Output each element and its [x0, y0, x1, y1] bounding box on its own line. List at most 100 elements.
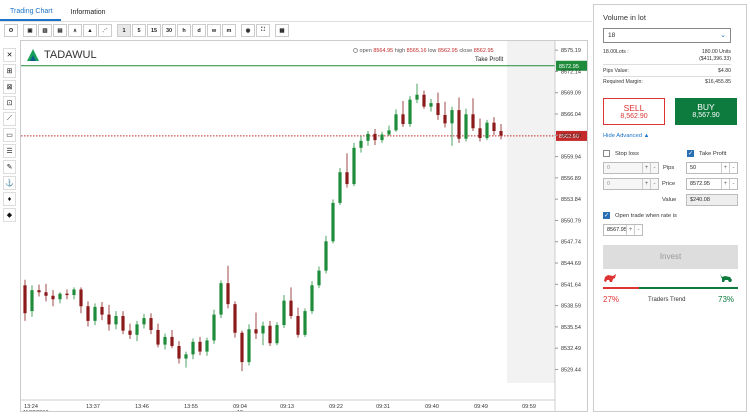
buy-percent: 73%: [718, 295, 735, 304]
price-chart[interactable]: 8572.95 8562.90 8575.19 8572.14 8569.09 856…: [21, 41, 587, 411]
hide-advanced-link[interactable]: Hide Advanced ▲: [603, 133, 649, 139]
mountain-chart-button[interactable]: ▲: [83, 24, 97, 37]
y-tick-label: 8559.94: [561, 155, 581, 161]
minus-button[interactable]: -: [729, 179, 737, 189]
interval-5-button[interactable]: 5: [132, 24, 146, 37]
candle-body: [65, 293, 69, 296]
candle-body: [492, 122, 496, 132]
chart-toolbar: ʘ ▣ ▥ ▤ ∧ ▲ ⋰ 1 5 15 30 h d w m ◉ ⛶ ▦: [4, 24, 289, 38]
minus-button[interactable]: -: [634, 225, 642, 235]
anchor-icon[interactable]: ⚓: [3, 176, 16, 190]
tab-information[interactable]: Information: [70, 9, 106, 16]
stop-loss-price-input[interactable]: 0 + -: [603, 178, 659, 190]
close-icon[interactable]: ✕: [3, 48, 16, 62]
eraser-icon[interactable]: ⊡: [3, 96, 16, 110]
measure-icon[interactable]: ⊠: [3, 80, 16, 94]
fullscreen-icon[interactable]: ⛶: [256, 24, 270, 37]
candle-body: [219, 283, 223, 315]
zoom-icon[interactable]: ⊞: [3, 64, 16, 78]
candle-body: [247, 329, 251, 363]
sell-button[interactable]: SELL 8,562.90: [603, 98, 665, 125]
trend-buy-fill: [639, 287, 738, 289]
x-tick-label: 13:55: [184, 404, 198, 410]
line-chart-button[interactable]: ∧: [68, 24, 82, 37]
plus-button[interactable]: +: [626, 225, 634, 235]
pips-row: Pips Value: $4.80: [603, 68, 731, 74]
take-profit-pips-input[interactable]: 50 + -: [686, 162, 738, 174]
minus-button[interactable]: -: [650, 179, 658, 189]
buy-button[interactable]: BUY 8,567.90: [675, 98, 737, 125]
stop-loss-checkbox[interactable]: [603, 150, 610, 157]
open-rate-value: 8567.95: [607, 227, 627, 233]
candle-body: [401, 114, 405, 125]
current-price-tag: [556, 130, 587, 141]
candlestick-button[interactable]: ▣: [23, 24, 37, 37]
candle-body: [310, 285, 314, 312]
marker-up-icon[interactable]: ♦: [3, 192, 16, 206]
dots-chart-button[interactable]: ⋰: [98, 24, 112, 37]
take-profit-price-input[interactable]: 8572.95 + -: [686, 178, 738, 190]
interval-1-button[interactable]: 1: [117, 24, 131, 37]
candle-body: [177, 346, 181, 359]
candle-body: [79, 289, 83, 307]
interval-w-button[interactable]: w: [207, 24, 221, 37]
fibonacci-icon[interactable]: ☰: [3, 144, 16, 158]
plus-button[interactable]: +: [642, 163, 650, 173]
camera-icon[interactable]: ◉: [241, 24, 255, 37]
x-tick-label: 09:49: [474, 404, 488, 410]
plus-button[interactable]: +: [721, 163, 729, 173]
candle-body: [324, 241, 328, 271]
open-rate-input[interactable]: 8567.95 + -: [603, 224, 643, 236]
tab-trading-chart[interactable]: Trading Chart: [0, 8, 61, 21]
plus-button[interactable]: +: [642, 179, 650, 189]
interval-d-button[interactable]: d: [192, 24, 206, 37]
hide-advanced-label: Hide Advanced: [603, 133, 642, 139]
interval-30-button[interactable]: 30: [162, 24, 176, 37]
crosshair-tool-button[interactable]: ʘ: [4, 24, 18, 37]
hollow-candle-button[interactable]: ▥: [38, 24, 52, 37]
chart-area[interactable]: 8572.95 8562.90 8575.19 8572.14 8569.09 856…: [20, 40, 588, 412]
margin-value: $16,455.85: [705, 79, 731, 85]
date-label: 12: [237, 410, 243, 411]
minus-button[interactable]: -: [729, 163, 737, 173]
ohlc-bar-button[interactable]: ▤: [53, 24, 67, 37]
candle-body: [107, 314, 111, 325]
y-tick-label: 8556.89: [561, 176, 581, 182]
candle-body: [212, 314, 216, 341]
candle-body: [464, 114, 468, 139]
take-profit-checkbox[interactable]: ✓: [687, 150, 694, 157]
marker-diamond-icon[interactable]: ◆: [3, 208, 16, 222]
calendar-icon[interactable]: ▦: [275, 24, 289, 37]
stop-loss-pips-input[interactable]: 0 + -: [603, 162, 659, 174]
candle-body: [499, 131, 503, 136]
stop-loss-label: Stop loss: [615, 151, 639, 157]
minus-button[interactable]: -: [650, 163, 658, 173]
y-tick-label: 8553.84: [561, 197, 581, 203]
rectangle-icon[interactable]: ▭: [3, 128, 16, 142]
symbol-logo: TADAWUL: [26, 48, 97, 62]
future-zone: [507, 41, 555, 383]
pencil-icon[interactable]: ✎: [3, 160, 16, 174]
candle-body: [135, 324, 139, 335]
open-trade-label: Open trade when rate is: [615, 213, 677, 219]
traders-trend-label: Traders Trend: [648, 297, 686, 303]
y-tick-label: 8572.14: [561, 69, 581, 75]
candle-body: [240, 332, 244, 363]
candle-body: [429, 103, 433, 107]
open-trade-checkbox[interactable]: ✓: [603, 212, 610, 219]
interval-h-button[interactable]: h: [177, 24, 191, 37]
interval-m-button[interactable]: m: [222, 24, 236, 37]
volume-select[interactable]: 18 ⌄: [603, 28, 731, 43]
candle-body: [387, 130, 391, 135]
invest-button[interactable]: Invest: [603, 245, 738, 269]
x-tick-label: 09:59: [522, 404, 536, 410]
margin-label: Required Margin:: [603, 79, 643, 85]
date-label: 11/02/2019: [23, 410, 49, 411]
trendline-icon[interactable]: ⟋: [3, 112, 16, 126]
take-profit-value: $240.08: [686, 194, 738, 206]
interval-15-button[interactable]: 15: [147, 24, 161, 37]
plus-button[interactable]: +: [721, 179, 729, 189]
bear-icon: [604, 274, 616, 282]
lots-value: 180.00 Units: [701, 49, 731, 55]
candle-body: [149, 318, 153, 330]
